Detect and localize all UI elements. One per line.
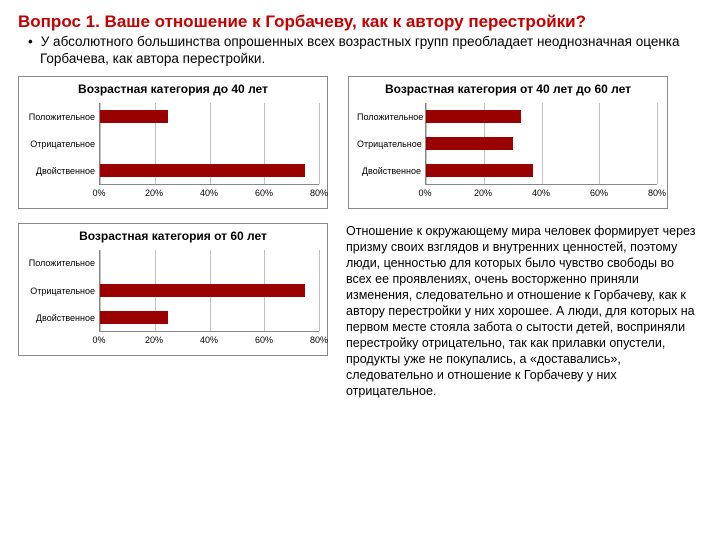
bar xyxy=(100,164,305,177)
x-axis: 0%20%40%60%80% xyxy=(99,335,319,347)
x-tick: 0% xyxy=(92,188,105,198)
plot-wrap: Положительное Отрицательное Двойственное xyxy=(27,103,319,185)
analysis-text: Отношение к окружающему мира человек фор… xyxy=(346,223,702,399)
x-tick: 20% xyxy=(145,188,163,198)
x-tick: 80% xyxy=(310,335,328,345)
bar xyxy=(426,164,533,177)
x-tick: 20% xyxy=(145,335,163,345)
category-label: Двойственное xyxy=(357,166,425,176)
grid-line xyxy=(319,250,320,331)
x-axis: 0%20%40%60%80% xyxy=(99,188,319,200)
bar xyxy=(426,110,521,123)
x-tick: 80% xyxy=(648,188,666,198)
x-tick: 60% xyxy=(590,188,608,198)
x-tick: 20% xyxy=(474,188,492,198)
grid-line xyxy=(657,103,658,184)
chart-40-to-60: Возрастная категория от 40 лет до 60 лет… xyxy=(348,76,668,209)
x-tick: 80% xyxy=(310,188,328,198)
category-label: Отрицательное xyxy=(27,139,99,149)
category-label: Двойственное xyxy=(27,166,99,176)
bar xyxy=(426,137,513,150)
x-tick: 0% xyxy=(418,188,431,198)
category-label: Положительное xyxy=(357,112,425,122)
category-label: Отрицательное xyxy=(357,139,425,149)
x-tick: 60% xyxy=(255,188,273,198)
bar xyxy=(100,284,305,297)
bar xyxy=(100,311,168,324)
category-label: Положительное xyxy=(27,112,99,122)
x-axis: 0%20%40%60%80% xyxy=(425,188,657,200)
intro-text: У абсолютного большинства опрошенных все… xyxy=(18,34,702,68)
bottom-row: Возрастная категория от 60 лет Положитель… xyxy=(18,223,702,399)
plot-wrap: Положительное Отрицательное Двойственное xyxy=(357,103,659,185)
x-tick: 40% xyxy=(532,188,550,198)
grid-line xyxy=(319,103,320,184)
x-tick: 40% xyxy=(200,188,218,198)
bar xyxy=(100,110,168,123)
category-label: Положительное xyxy=(27,258,99,268)
x-tick: 40% xyxy=(200,335,218,345)
plot-area xyxy=(99,250,319,332)
chart-title: Возрастная категория от 40 лет до 60 лет xyxy=(357,83,659,97)
chart-title: Возрастная категория до 40 лет xyxy=(27,83,319,97)
question-title: Вопрос 1. Ваше отношение к Горбачеву, ка… xyxy=(18,12,702,32)
x-tick: 0% xyxy=(92,335,105,345)
chart-over-60: Возрастная категория от 60 лет Положитель… xyxy=(18,223,328,356)
x-tick: 60% xyxy=(255,335,273,345)
chart-title: Возрастная категория от 60 лет xyxy=(27,230,319,244)
plot-area xyxy=(425,103,657,185)
chart-under-40: Возрастная категория до 40 лет Положитель… xyxy=(18,76,328,209)
plot-area xyxy=(99,103,319,185)
category-label: Отрицательное xyxy=(27,286,99,296)
category-label: Двойственное xyxy=(27,313,99,323)
top-row: Возрастная категория до 40 лет Положитель… xyxy=(18,76,702,209)
plot-wrap: Положительное Отрицательное Двойственное xyxy=(27,250,319,332)
